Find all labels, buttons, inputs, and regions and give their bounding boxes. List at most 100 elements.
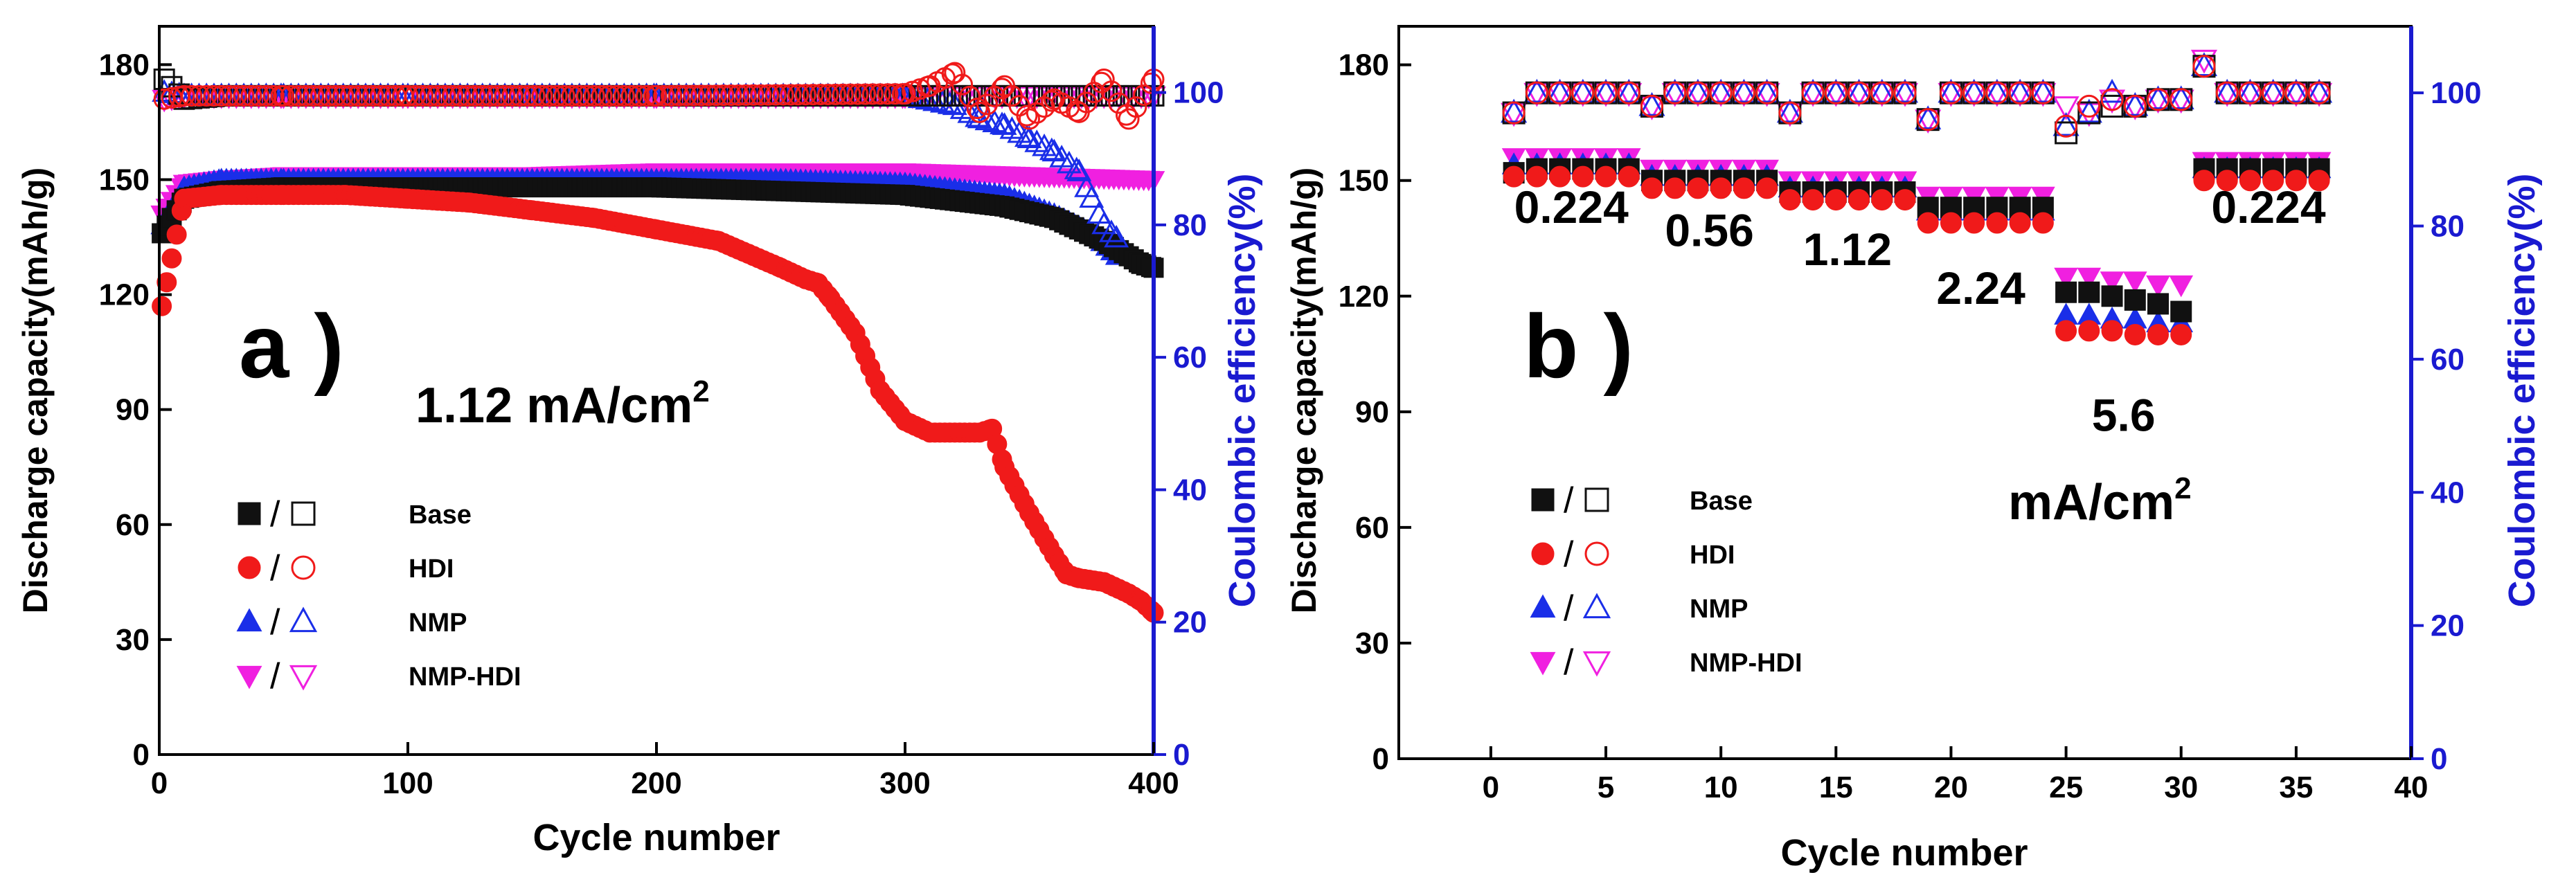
rate-label: 0.224 [1514,181,1629,233]
hdi-efficiency-point [794,84,816,106]
hdi-efficiency-point [951,73,974,96]
hdi-efficiency-point [645,84,668,107]
hdi-capacity-point [1871,189,1893,211]
legend-nmp-filled-marker [236,608,262,632]
nmp-hdi-efficiency-point [2052,96,2079,120]
hdi-capacity-point [2078,320,2100,342]
hdi-efficiency-point [944,62,966,84]
hdi-efficiency-point [434,84,456,107]
y-right-tick-label: 60 [2431,343,2465,377]
hdi-efficiency-point [1118,108,1140,130]
hdi-efficiency-point [1571,81,1595,105]
hdi-efficiency-point [1985,81,2009,105]
nmp-efficiency-point [1569,78,1596,103]
hdi-efficiency-point [1502,101,1526,125]
y-right-tick-label: 100 [1173,76,1224,110]
legend-nmp-open-marker [1582,593,1611,619]
x-tick-label: 30 [2164,770,2198,804]
y-left-tick-label: 90 [1355,395,1389,429]
hdi-efficiency-point [273,84,294,107]
hdi-efficiency-point [1019,108,1040,130]
hdi-capacity-point [2216,170,2238,192]
legend-label-hdi: HDI [409,554,454,584]
nmp-efficiency-point [1546,78,1573,103]
hdi-efficiency-point [675,84,697,107]
hdi-efficiency-point [575,84,598,107]
hdi-efficiency-point [1640,94,1663,118]
hdi-efficiency-point [683,84,705,107]
legend-nmp-hdi-filled-marker [236,665,262,689]
y-right-tick-label: 0 [1173,738,1190,772]
hdi-efficiency-point [248,84,270,107]
hdi-capacity-point [1526,165,1548,188]
hdi-efficiency-point [332,84,355,107]
legend-nmp-open-marker [289,606,318,633]
hdi-capacity-point [156,272,177,293]
nmp-hdi-efficiency-point [1823,82,1850,107]
nmp-hdi-efficiency-point [1915,109,1942,134]
panel-a-ylabel-left: Discharge capacity(mAh/g) [16,168,55,614]
hdi-efficiency-point [969,101,991,123]
hdi-capacity-point [2055,320,2077,342]
panel-b-ylabel-left: Discharge capacity(mAh/g) [1285,168,1323,614]
y-left-tick-label: 90 [116,393,150,427]
hdi-efficiency-point [817,83,839,105]
hdi-efficiency-point [839,83,861,105]
hdi-efficiency-point [2238,81,2262,105]
hdi-efficiency-point [1525,81,1548,105]
hdi-efficiency-point [2215,81,2239,105]
nmp-efficiency-point [1915,105,1942,129]
legend-label-base: Base [1690,487,1753,516]
hdi-capacity-point [1894,189,1916,211]
nmp-efficiency-point [2030,78,2057,103]
legend-separator: / [270,602,280,642]
base-capacity-point [2101,285,2123,307]
panel-a-current-density: 1.12 mA/cm2 [415,375,710,433]
hdi-efficiency-point [2284,81,2308,105]
nmp-hdi-efficiency-point [2122,96,2149,120]
hdi-efficiency-point [832,83,854,105]
hdi-efficiency-point [2008,81,2032,105]
hdi-efficiency-point [211,84,233,107]
y-left-tick-label: 150 [1339,164,1389,198]
nmp-hdi-efficiency-point [1868,82,1895,107]
hdi-efficiency-point [218,84,240,107]
hdi-efficiency-point [742,84,764,106]
hdi-efficiency-point [419,84,441,107]
hdi-capacity-point [1595,165,1617,188]
legend-base-filled-marker [1531,488,1555,512]
hdi-efficiency-point [317,84,339,107]
hdi-efficiency-point [2192,55,2216,78]
nmp-efficiency-point [2167,85,2194,110]
hdi-capacity-point [1779,189,1801,211]
nmp-efficiency-point [1638,92,1665,116]
hdi-efficiency-point [1140,72,1162,94]
hdi-efficiency-point [240,84,262,107]
panel-b-legend: / Base / HDI / NMP / NMP-HDI [1530,480,1803,683]
hdi-efficiency-point [598,84,620,107]
legend-separator: / [1564,534,1574,575]
hdi-capacity-point [166,224,187,245]
y-right-tick-label: 100 [2431,76,2481,110]
hdi-efficiency-point [310,84,332,107]
nmp-hdi-efficiency-point [1638,96,1665,120]
hdi-efficiency-point [539,84,561,107]
hdi-capacity-point [1687,177,1709,199]
hdi-efficiency-point [1663,81,1687,105]
nmp-efficiency-point [1501,98,1528,123]
nmp-hdi-efficiency-point [1501,102,1528,127]
hdi-capacity-point [2170,323,2192,345]
hdi-efficiency-point [1801,81,1825,105]
nmp-hdi-efficiency-point [2007,82,2034,107]
legend-nmp-hdi-open-marker [1582,651,1611,677]
nmp-efficiency-point [1753,78,1780,103]
nmp-efficiency-point [1868,78,1895,103]
hdi-efficiency-point [404,84,427,107]
y-right-tick-label: 20 [2431,609,2465,643]
legend-label-nmp-hdi: NMP-HDI [409,662,521,692]
panel-a-label: a ) [239,296,344,397]
nmp-efficiency-point [1099,219,1124,242]
hdi-efficiency-point [855,83,877,105]
panel-b-unit-annotation: mA/cm2 [2008,471,2192,530]
legend-label-base: Base [409,500,472,530]
